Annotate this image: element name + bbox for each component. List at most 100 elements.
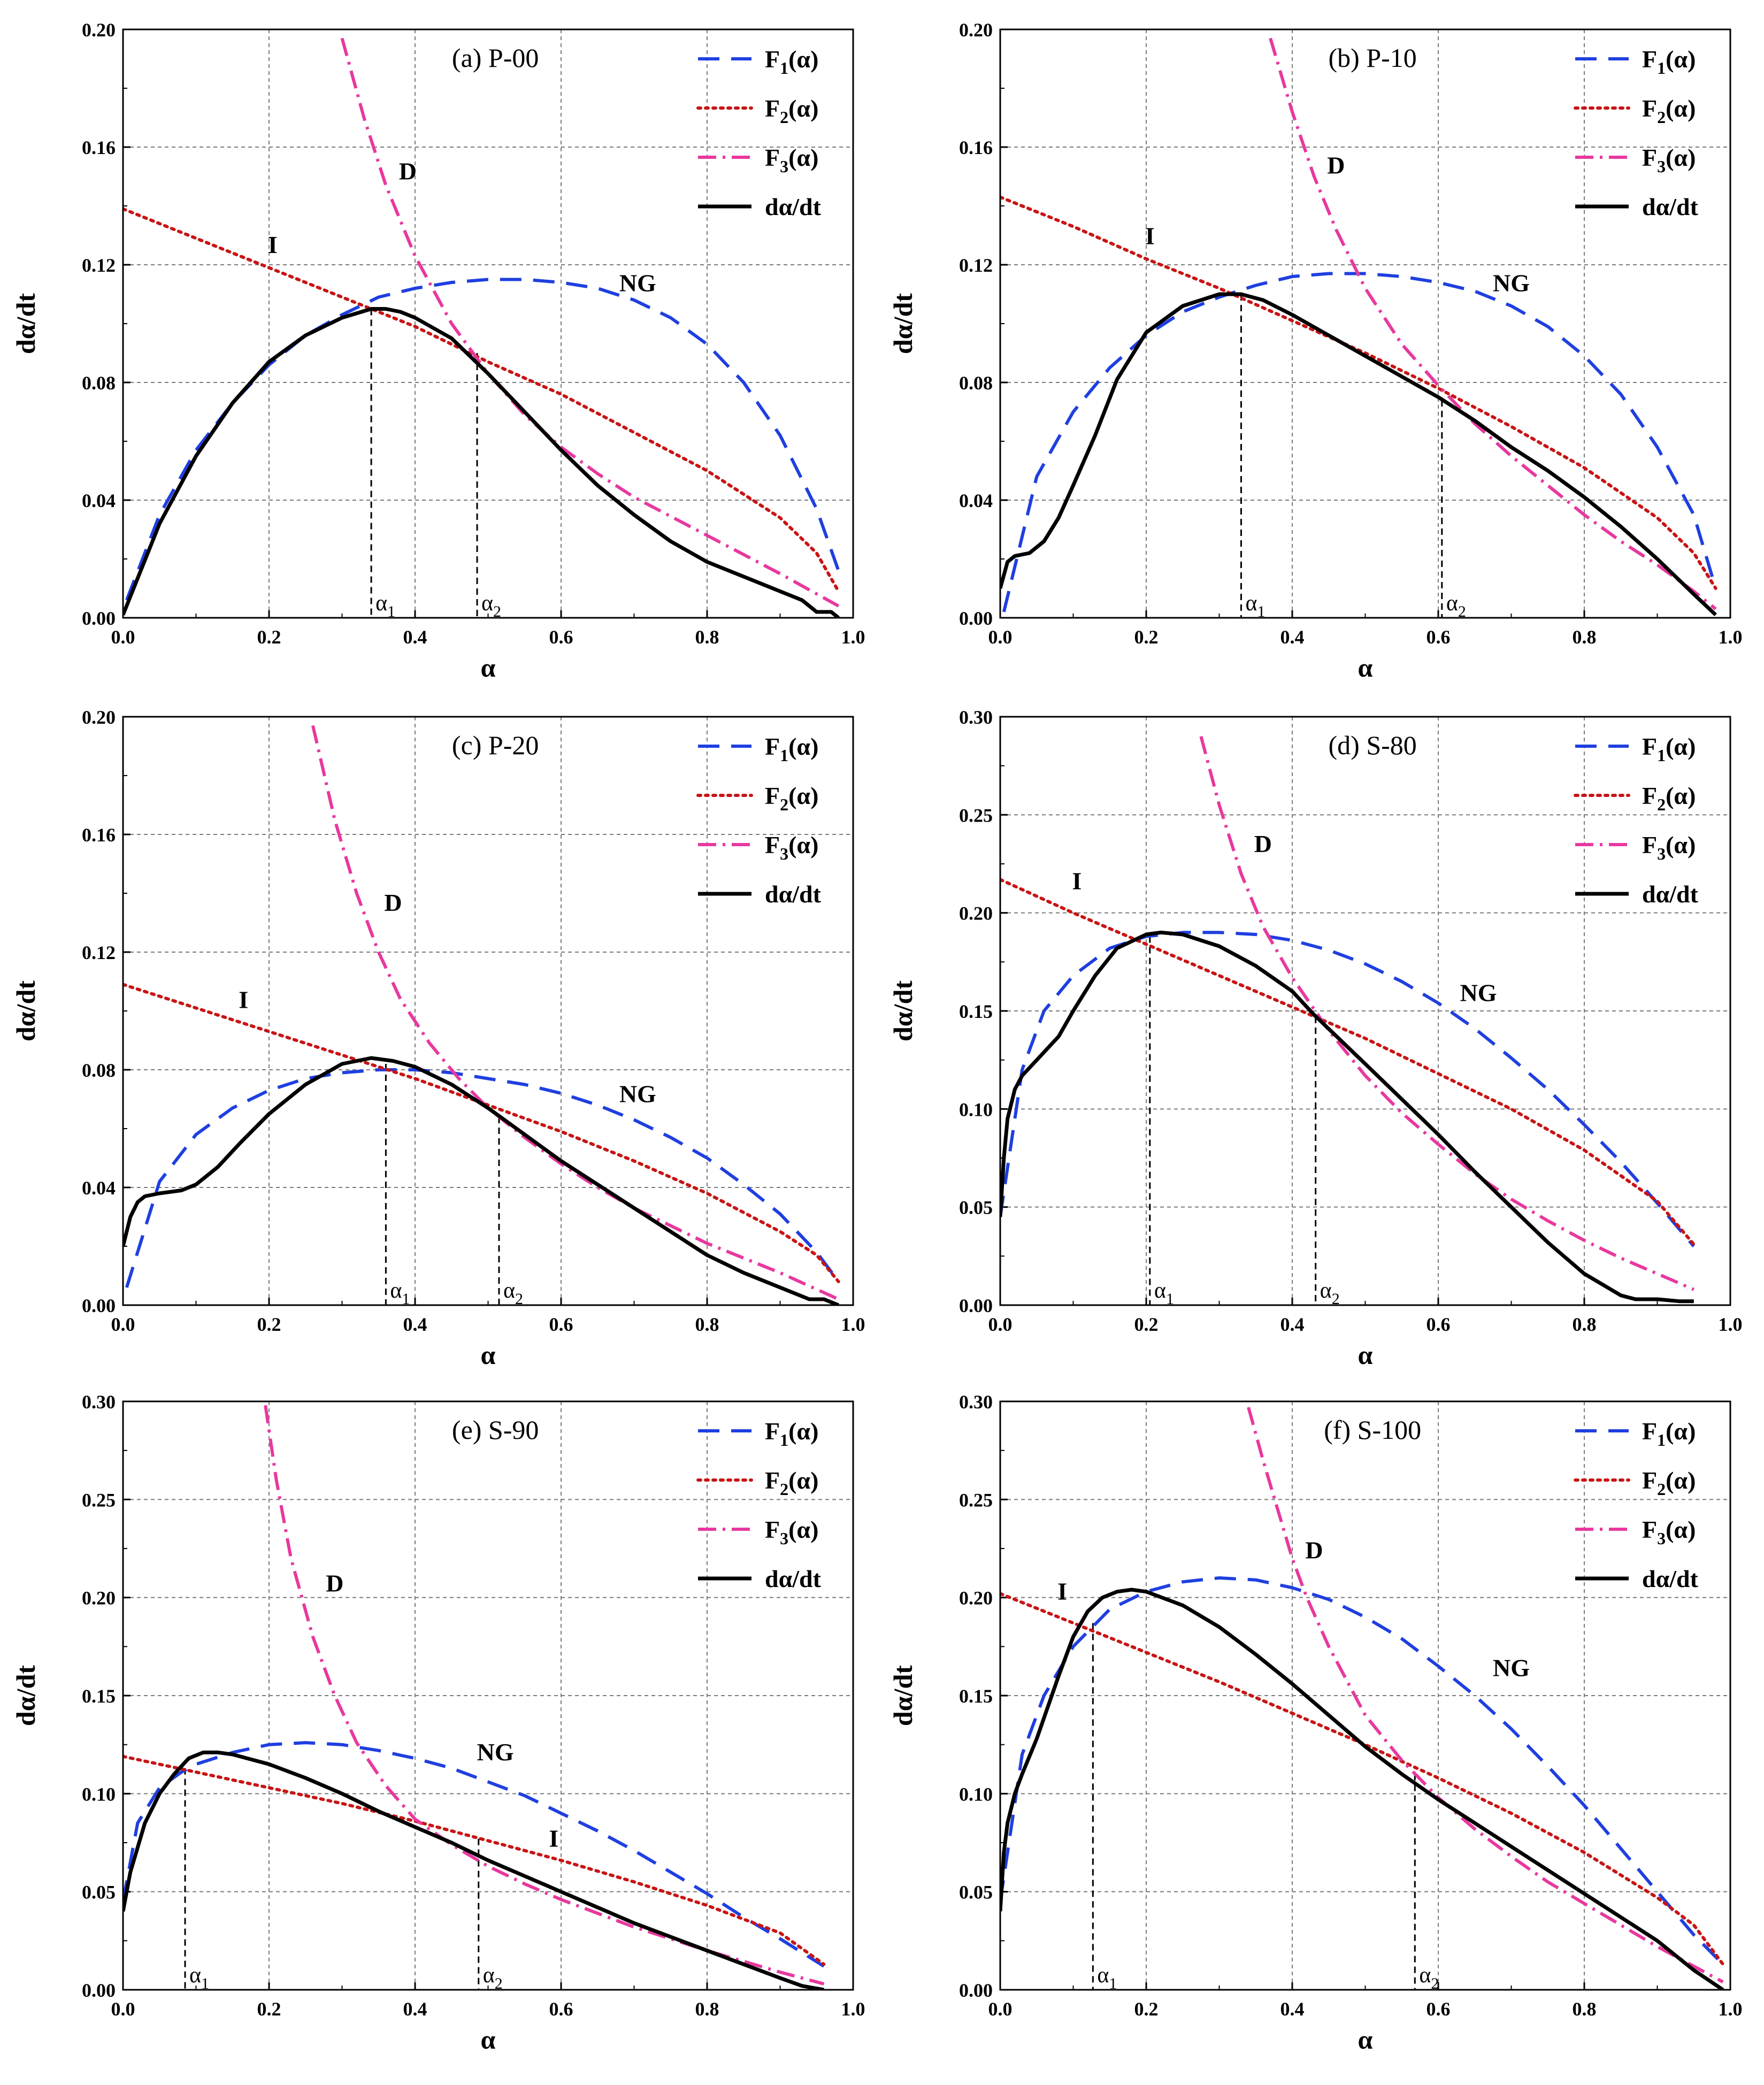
y-axis-label: dα/dt (11, 1665, 41, 1726)
f3-legend-label: F3(α) (1642, 144, 1696, 176)
legend: F1(α) F2(α) F3(α) dα/dt (696, 733, 822, 908)
y-tick-label: 0.20 (82, 707, 116, 728)
x-tick-label: 0.6 (549, 1998, 573, 2020)
series-line-f2 (123, 983, 840, 1283)
f3-legend-label: F3(α) (765, 144, 818, 176)
x-tick-label: 1.0 (841, 1998, 865, 2020)
x-tick-label: 0.2 (1134, 1314, 1159, 1335)
x-tick-label: 0.6 (1426, 1314, 1451, 1335)
x-tick-label: 0.4 (1280, 1998, 1305, 2020)
y-tick-label: 0.00 (82, 608, 116, 629)
alpha1-label: α1 (189, 1963, 209, 1992)
plot-frame (122, 28, 854, 619)
y-tick-label: 0.10 (959, 1099, 993, 1120)
y-tick-label: 0.30 (959, 1391, 993, 1413)
x-tick-label: 0.0 (988, 1998, 1013, 2020)
chart-panel-6: 0.0 0.2 0.4 0.6 0.8 1.0 0.00 0.05 0.10 0.15 0.20 0.… (888, 1391, 1743, 2055)
x-tick-label: 1.0 (841, 1314, 865, 1335)
curve-annotation: NG (619, 1080, 656, 1108)
x-tick-label: 0.4 (1280, 1314, 1305, 1335)
y-tick-label: 0.25 (82, 1489, 116, 1511)
y-tick-label: 0.05 (959, 1882, 993, 1903)
series-line-f3 (1199, 735, 1694, 1291)
x-axis-label: α (481, 653, 496, 683)
x-tick-label: 0.2 (257, 626, 281, 648)
y-tick-label: 0.08 (82, 372, 116, 394)
y-tick-label: 0.00 (959, 1980, 993, 2001)
y-tick-label: 0.20 (82, 19, 116, 41)
series-line-f3 (311, 725, 839, 1301)
y-tick-label: 0.15 (959, 1685, 993, 1707)
f2-legend-label: F2(α) (765, 1467, 818, 1499)
series-line-f1 (1000, 931, 1696, 1247)
alpha1-label: α1 (390, 1278, 410, 1308)
chart-panel-5: 0.0 0.2 0.4 0.6 0.8 1.0 0.00 0.05 0.10 0.15 0.20 0.… (11, 1391, 865, 2055)
series-line-f1 (1000, 1576, 1724, 1966)
curve-annotation: D (326, 1570, 343, 1597)
rate-legend-label: dα/dt (765, 1565, 822, 1592)
x-tick-label: 0.6 (549, 1314, 573, 1335)
rate-legend-label: dα/dt (1642, 880, 1699, 908)
curve-annotation: D (399, 158, 417, 185)
x-axis-label: α (481, 1340, 496, 1370)
x-tick-label: 0.6 (549, 626, 573, 648)
y-tick-label: 0.25 (959, 804, 993, 826)
x-tick-label: 0.0 (988, 626, 1013, 648)
x-tick-label: 0.2 (1134, 626, 1159, 648)
rate-legend-label: dα/dt (1642, 1565, 1699, 1592)
y-tick-label: 0.04 (959, 490, 993, 511)
x-axis-label: α (1358, 1340, 1373, 1370)
plot-frame (999, 716, 1731, 1306)
x-tick-label: 0.6 (1426, 1998, 1451, 2020)
curve-annotation: D (1254, 830, 1272, 857)
legend: F1(α) F2(α) F3(α) dα/dt (696, 45, 822, 220)
x-tick-label: 0.8 (695, 1314, 719, 1335)
curve-annotation: NG (1460, 979, 1497, 1007)
x-tick-label: 0.4 (1280, 626, 1305, 648)
x-tick-label: 1.0 (1719, 1314, 1743, 1335)
f2-legend-label: F2(α) (1642, 1467, 1696, 1499)
x-tick-label: 0.4 (403, 1998, 427, 2020)
alpha2-label: α2 (483, 1963, 503, 1992)
alpha2-label: α2 (481, 591, 501, 620)
x-tick-label: 0.2 (257, 1998, 281, 2020)
curve-annotation: D (1327, 152, 1345, 179)
curve-annotation: I (549, 1825, 558, 1852)
y-tick-label: 0.16 (82, 137, 116, 158)
y-axis-label: dα/dt (11, 980, 41, 1041)
series-line-f1 (125, 1068, 840, 1288)
series-line-f2 (1000, 1592, 1725, 1966)
f2-legend-label: F2(α) (765, 95, 818, 127)
y-tick-label: 0.12 (959, 255, 993, 276)
series-line-f2 (123, 207, 840, 593)
panel-title: (a) P-00 (452, 43, 539, 73)
series-line-rate (123, 1750, 825, 1990)
series-line-f3 (264, 1405, 825, 1986)
series-line-f2 (123, 1754, 826, 1966)
curve-annotation: NG (1493, 270, 1530, 297)
x-tick-label: 1.0 (1719, 626, 1743, 648)
y-axis-label: dα/dt (888, 293, 918, 354)
chart-panel-1: 0.0 0.2 0.4 0.6 0.8 1.0 0.00 0.04 0.08 0.12 0.16 0.… (11, 19, 865, 683)
x-axis-label: α (481, 2025, 496, 2055)
curve-annotation: NG (477, 1738, 514, 1766)
alpha1-label: α1 (1097, 1963, 1117, 1992)
rate-legend-label: dα/dt (1642, 193, 1699, 220)
y-tick-label: 0.04 (82, 1177, 116, 1199)
x-tick-label: 0.2 (1134, 1998, 1159, 2020)
curve-annotation: I (1072, 868, 1082, 895)
y-tick-label: 0.10 (82, 1783, 116, 1805)
curve-annotation: I (1057, 1577, 1067, 1605)
x-tick-label: 1.0 (841, 626, 865, 648)
f3-legend-label: F3(α) (765, 831, 818, 863)
x-tick-label: 0.8 (1573, 1998, 1597, 2020)
series-line-rate (123, 307, 840, 618)
alpha1-label: α1 (1154, 1278, 1174, 1308)
y-tick-label: 0.05 (82, 1882, 116, 1903)
rate-legend-label: dα/dt (765, 193, 822, 220)
y-tick-label: 0.30 (82, 1391, 116, 1413)
x-tick-label: 0.4 (403, 626, 427, 648)
curve-annotation: I (1145, 223, 1155, 250)
f1-legend-label: F1(α) (765, 1417, 818, 1450)
